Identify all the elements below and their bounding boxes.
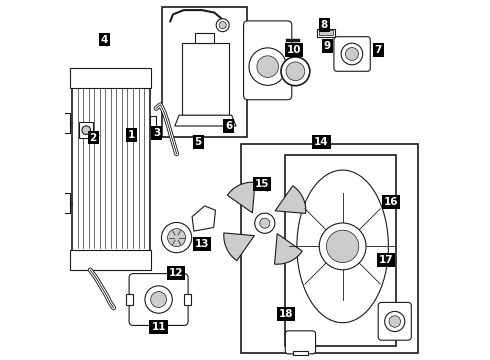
Text: 10: 10	[287, 45, 301, 55]
Text: 17: 17	[379, 255, 393, 265]
Text: 18: 18	[279, 309, 294, 319]
Circle shape	[219, 22, 226, 29]
Bar	[195, 33, 215, 43]
Text: 15: 15	[255, 179, 270, 189]
FancyBboxPatch shape	[129, 274, 188, 325]
Circle shape	[286, 62, 305, 81]
Text: 2: 2	[90, 132, 97, 143]
Bar	[319, 30, 333, 35]
Text: 1: 1	[128, 130, 135, 140]
Circle shape	[257, 56, 278, 77]
FancyBboxPatch shape	[334, 37, 370, 71]
Circle shape	[162, 222, 192, 253]
Polygon shape	[175, 115, 236, 126]
Bar	[79, 122, 93, 138]
Circle shape	[168, 229, 186, 247]
Bar	[182, 43, 229, 115]
Bar	[184, 294, 191, 305]
Bar	[71, 250, 151, 270]
Text: 11: 11	[151, 322, 166, 332]
Text: 6: 6	[225, 121, 232, 131]
Circle shape	[319, 223, 366, 270]
Wedge shape	[274, 234, 302, 264]
Circle shape	[216, 19, 229, 32]
Circle shape	[145, 286, 172, 313]
Bar	[162, 7, 247, 137]
Circle shape	[326, 230, 359, 262]
Bar	[62, 193, 70, 213]
Text: 9: 9	[323, 41, 331, 51]
FancyBboxPatch shape	[378, 302, 411, 340]
Bar	[293, 351, 308, 355]
Circle shape	[151, 292, 167, 307]
Bar	[285, 155, 396, 346]
Wedge shape	[227, 182, 255, 213]
Bar	[242, 144, 418, 353]
Text: 5: 5	[195, 137, 202, 147]
Bar	[149, 321, 160, 328]
Text: 12: 12	[169, 268, 183, 278]
Circle shape	[255, 213, 275, 233]
Wedge shape	[224, 233, 254, 261]
Ellipse shape	[297, 170, 389, 323]
Bar	[62, 113, 70, 133]
Wedge shape	[275, 186, 306, 213]
Text: 14: 14	[314, 137, 329, 147]
Bar	[126, 294, 133, 305]
Text: 3: 3	[153, 128, 160, 138]
Bar	[72, 72, 149, 254]
FancyBboxPatch shape	[244, 21, 292, 100]
Bar	[317, 29, 335, 37]
Circle shape	[281, 57, 310, 86]
Text: 8: 8	[320, 20, 328, 30]
Bar	[149, 116, 156, 130]
Circle shape	[345, 48, 358, 60]
Text: 13: 13	[195, 239, 209, 249]
FancyBboxPatch shape	[285, 331, 316, 354]
Circle shape	[82, 126, 91, 135]
Bar	[71, 68, 151, 88]
Circle shape	[341, 43, 363, 65]
Circle shape	[249, 48, 286, 85]
Circle shape	[389, 316, 400, 327]
Text: 7: 7	[374, 45, 382, 55]
Circle shape	[385, 311, 405, 332]
Text: 16: 16	[384, 197, 398, 207]
Circle shape	[260, 218, 270, 228]
Polygon shape	[192, 206, 216, 231]
Text: 4: 4	[101, 35, 108, 45]
